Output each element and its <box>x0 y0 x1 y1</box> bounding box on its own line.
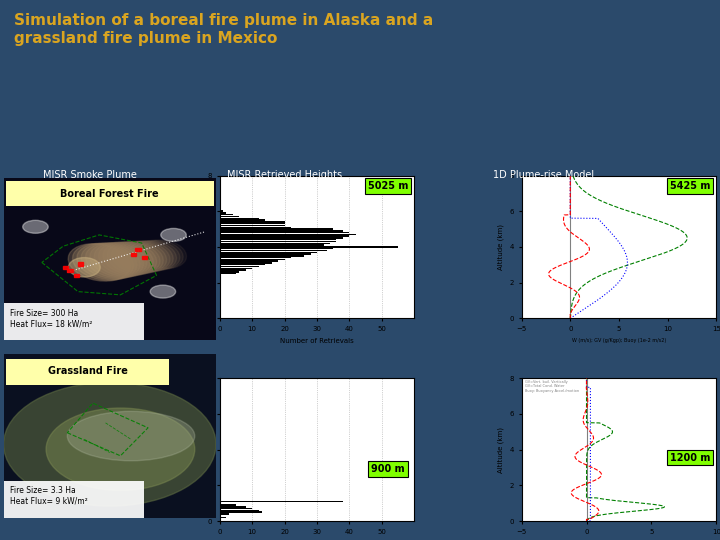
Ellipse shape <box>68 258 100 277</box>
Y-axis label: Altitude (km): Altitude (km) <box>498 224 504 270</box>
Ellipse shape <box>103 242 157 275</box>
Bar <box>220 239 336 240</box>
Text: MISR Smoke Plume: MISR Smoke Plume <box>43 170 137 180</box>
Bar <box>220 246 398 248</box>
X-axis label: Number of Retrievals: Number of Retrievals <box>280 338 354 343</box>
Bar <box>220 271 239 273</box>
Bar <box>220 257 291 258</box>
Bar <box>78 262 84 266</box>
FancyBboxPatch shape <box>6 181 214 206</box>
Text: GV=Vert. buil. Vertically
GV=Total Cond. Water
Buoy: Buoyancy Accel./motion: GV=Vert. buil. Vertically GV=Total Cond.… <box>526 380 580 393</box>
Ellipse shape <box>129 241 176 271</box>
Ellipse shape <box>68 244 130 281</box>
Ellipse shape <box>161 228 186 241</box>
Ellipse shape <box>23 220 48 233</box>
Ellipse shape <box>68 411 194 461</box>
Text: 5425 m: 5425 m <box>670 181 711 191</box>
Ellipse shape <box>46 408 194 490</box>
Bar <box>220 269 246 271</box>
Bar <box>220 216 239 217</box>
Bar <box>220 248 333 249</box>
Bar <box>220 255 304 256</box>
Bar <box>131 253 136 256</box>
Ellipse shape <box>4 382 216 506</box>
Ellipse shape <box>81 243 140 279</box>
Bar <box>220 234 356 235</box>
Y-axis label: Altitude (km): Altitude (km) <box>498 427 504 472</box>
Ellipse shape <box>120 241 170 272</box>
FancyBboxPatch shape <box>6 359 169 385</box>
Bar <box>68 269 73 272</box>
Text: Fire Size= 300 Ha
Heat Flux= 18 kW/m²: Fire Size= 300 Ha Heat Flux= 18 kW/m² <box>10 309 92 328</box>
Bar <box>220 252 317 253</box>
Text: MISR Retrieved Heights: MISR Retrieved Heights <box>227 170 342 180</box>
Bar <box>220 266 258 267</box>
Bar <box>220 242 330 244</box>
Text: 1D Plume-rise Model: 1D Plume-rise Model <box>493 170 594 180</box>
Bar <box>220 508 252 509</box>
Bar <box>142 256 147 259</box>
Bar <box>220 511 262 513</box>
Bar <box>220 237 343 239</box>
Text: Grassland Fire: Grassland Fire <box>48 366 127 376</box>
Bar <box>220 273 236 274</box>
Bar <box>220 212 226 214</box>
Bar <box>220 241 336 242</box>
Ellipse shape <box>86 243 143 278</box>
Bar <box>220 221 284 222</box>
Bar <box>220 227 291 228</box>
Ellipse shape <box>73 244 133 280</box>
Bar <box>220 504 236 506</box>
Ellipse shape <box>77 244 137 280</box>
Y-axis label: Altitude (km): Altitude (km) <box>195 427 202 472</box>
Bar <box>220 253 310 255</box>
Bar <box>220 506 246 508</box>
Text: Fire Size= 3.3 Ha
Heat Flux= 9 kW/m²: Fire Size= 3.3 Ha Heat Flux= 9 kW/m² <box>10 487 88 505</box>
Bar <box>220 260 278 262</box>
Bar <box>220 225 284 226</box>
Bar <box>220 223 284 225</box>
Bar <box>220 513 230 515</box>
Text: 1200 m: 1200 m <box>670 453 711 463</box>
FancyBboxPatch shape <box>4 481 144 518</box>
Bar <box>73 274 79 277</box>
Bar <box>220 510 258 511</box>
FancyBboxPatch shape <box>4 303 144 340</box>
Ellipse shape <box>90 242 147 278</box>
Ellipse shape <box>150 285 176 298</box>
Bar <box>220 211 223 212</box>
Bar <box>220 235 349 237</box>
Y-axis label: Altitude (km): Altitude (km) <box>195 224 202 270</box>
Ellipse shape <box>116 241 166 273</box>
Bar <box>220 250 327 251</box>
Text: Simulation of a boreal fire plume in Alaska and a
grassland fire plume in Mexico: Simulation of a boreal fire plume in Ala… <box>14 14 433 46</box>
Bar <box>220 228 333 230</box>
Bar <box>135 248 140 251</box>
Text: 900 m: 900 m <box>371 464 405 474</box>
Bar <box>63 266 68 269</box>
Text: 5025 m: 5025 m <box>368 181 408 191</box>
Ellipse shape <box>125 241 174 272</box>
Text: Boreal Forest Fire: Boreal Forest Fire <box>60 188 159 199</box>
Ellipse shape <box>138 240 183 269</box>
Bar <box>220 214 233 215</box>
Ellipse shape <box>142 240 186 268</box>
Bar <box>220 218 258 219</box>
Bar <box>220 268 252 269</box>
Ellipse shape <box>107 242 160 274</box>
Ellipse shape <box>133 240 180 270</box>
Bar <box>220 501 343 502</box>
Ellipse shape <box>112 241 163 274</box>
Bar <box>220 517 226 518</box>
X-axis label: W (m/s); GV (g/Kgp); Buoy (1e-2 m/s2): W (m/s); GV (g/Kgp); Buoy (1e-2 m/s2) <box>572 338 666 342</box>
Bar <box>220 245 323 246</box>
Bar <box>220 219 265 221</box>
Bar <box>220 230 343 232</box>
Bar <box>220 264 265 266</box>
Ellipse shape <box>94 242 150 276</box>
Bar <box>220 259 284 260</box>
Bar <box>220 232 349 233</box>
Ellipse shape <box>99 242 153 276</box>
Bar <box>220 262 271 264</box>
